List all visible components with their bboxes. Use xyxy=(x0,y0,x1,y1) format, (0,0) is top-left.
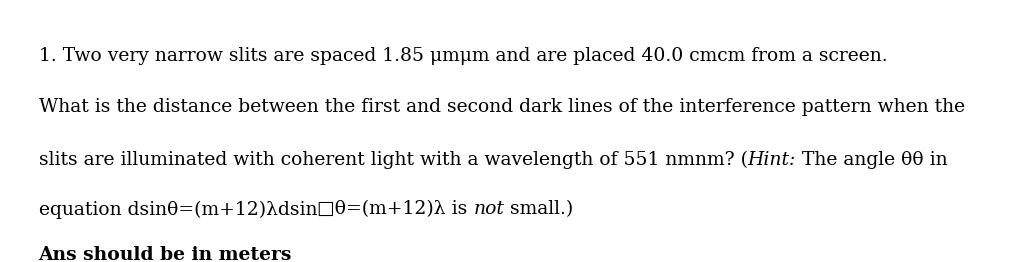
Text: What is the distance between the first and second dark lines of the interference: What is the distance between the first a… xyxy=(39,98,965,116)
Text: 1. Two very narrow slits are spaced 1.85 μmμm and are placed 40.0 cmcm from a sc: 1. Two very narrow slits are spaced 1.85… xyxy=(39,47,887,65)
Text: □θ=(m+12)λ is: □θ=(m+12)λ is xyxy=(317,200,473,219)
Text: equation dsinθ=(m+12)λdsin: equation dsinθ=(m+12)λdsin xyxy=(39,200,317,219)
Text: Ans should be in meters: Ans should be in meters xyxy=(39,246,292,262)
Text: small.): small.) xyxy=(504,200,573,219)
Text: slits are illuminated with coherent light with a wavelength of 551 nmnm? (: slits are illuminated with coherent ligh… xyxy=(39,151,748,169)
Text: The angle θθ in: The angle θθ in xyxy=(796,151,948,169)
Text: Hint:: Hint: xyxy=(748,151,796,169)
Text: not: not xyxy=(473,200,504,219)
